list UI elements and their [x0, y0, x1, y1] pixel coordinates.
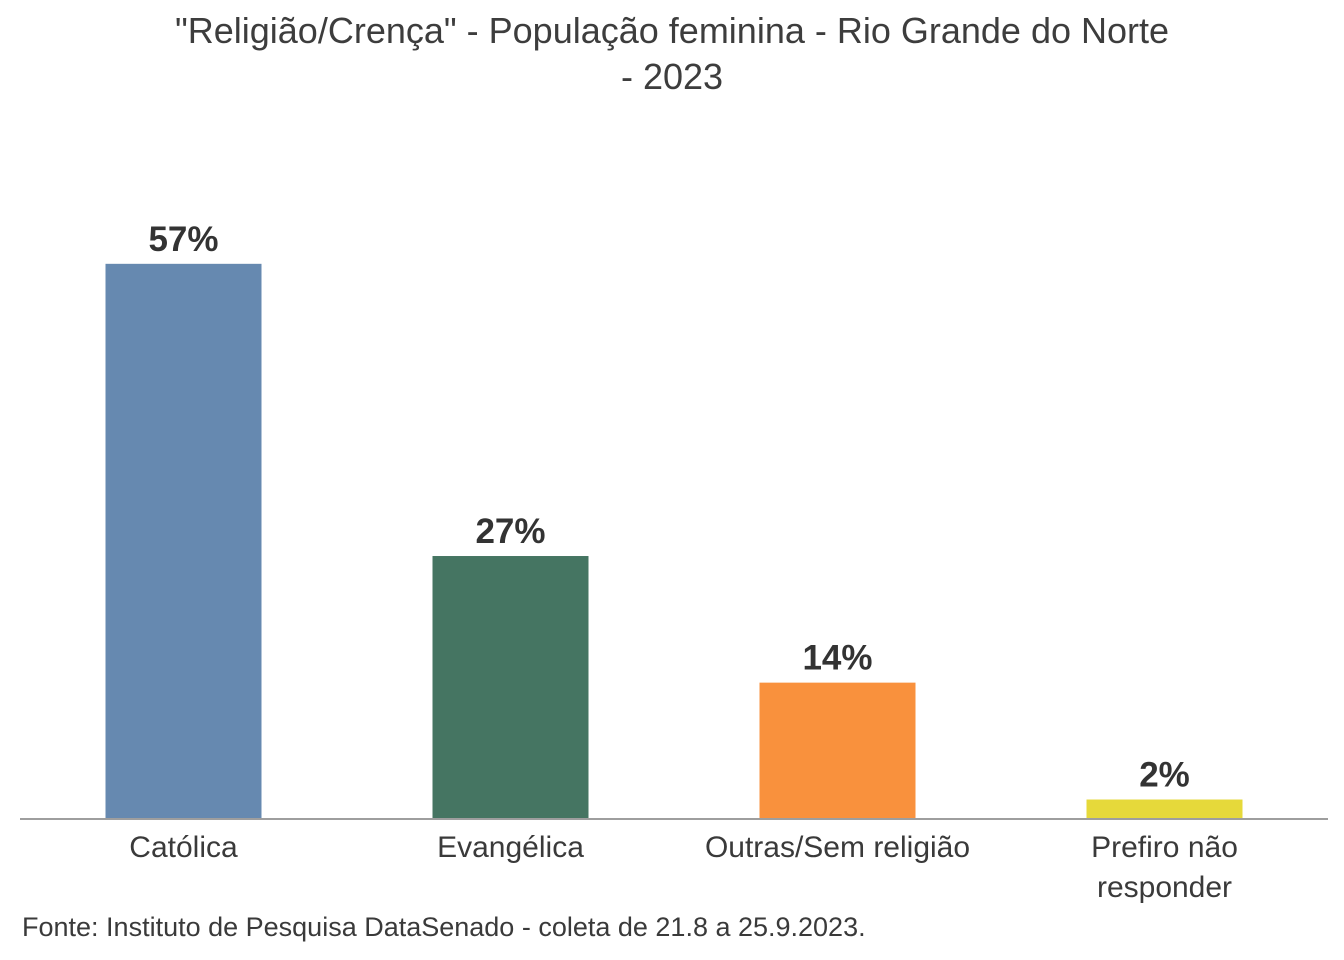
data-label-3: 2% — [1139, 756, 1190, 795]
chart-title-line-1: "Religião/Crença" - População feminina -… — [174, 10, 1170, 51]
chart-title-line-2: - 2023 — [620, 56, 724, 97]
bar-0 — [105, 263, 262, 819]
data-label-0: 57% — [148, 220, 218, 259]
bar-2 — [759, 682, 916, 819]
source-note: Fonte: Instituto de Pesquisa DataSenado … — [22, 912, 866, 942]
data-label-2: 14% — [802, 639, 872, 678]
category-label-2: Outras/Sem religião — [705, 831, 970, 864]
bar-3 — [1086, 799, 1243, 819]
category-label-1: Evangélica — [437, 831, 584, 864]
data-label-1: 27% — [475, 512, 545, 551]
bar-1 — [432, 556, 589, 819]
category-label-3: Prefiro não responder — [1091, 831, 1238, 904]
category-label-0: Católica — [129, 831, 238, 864]
chart-title: "Religião/Crença" - População feminina -… — [0, 8, 1344, 100]
